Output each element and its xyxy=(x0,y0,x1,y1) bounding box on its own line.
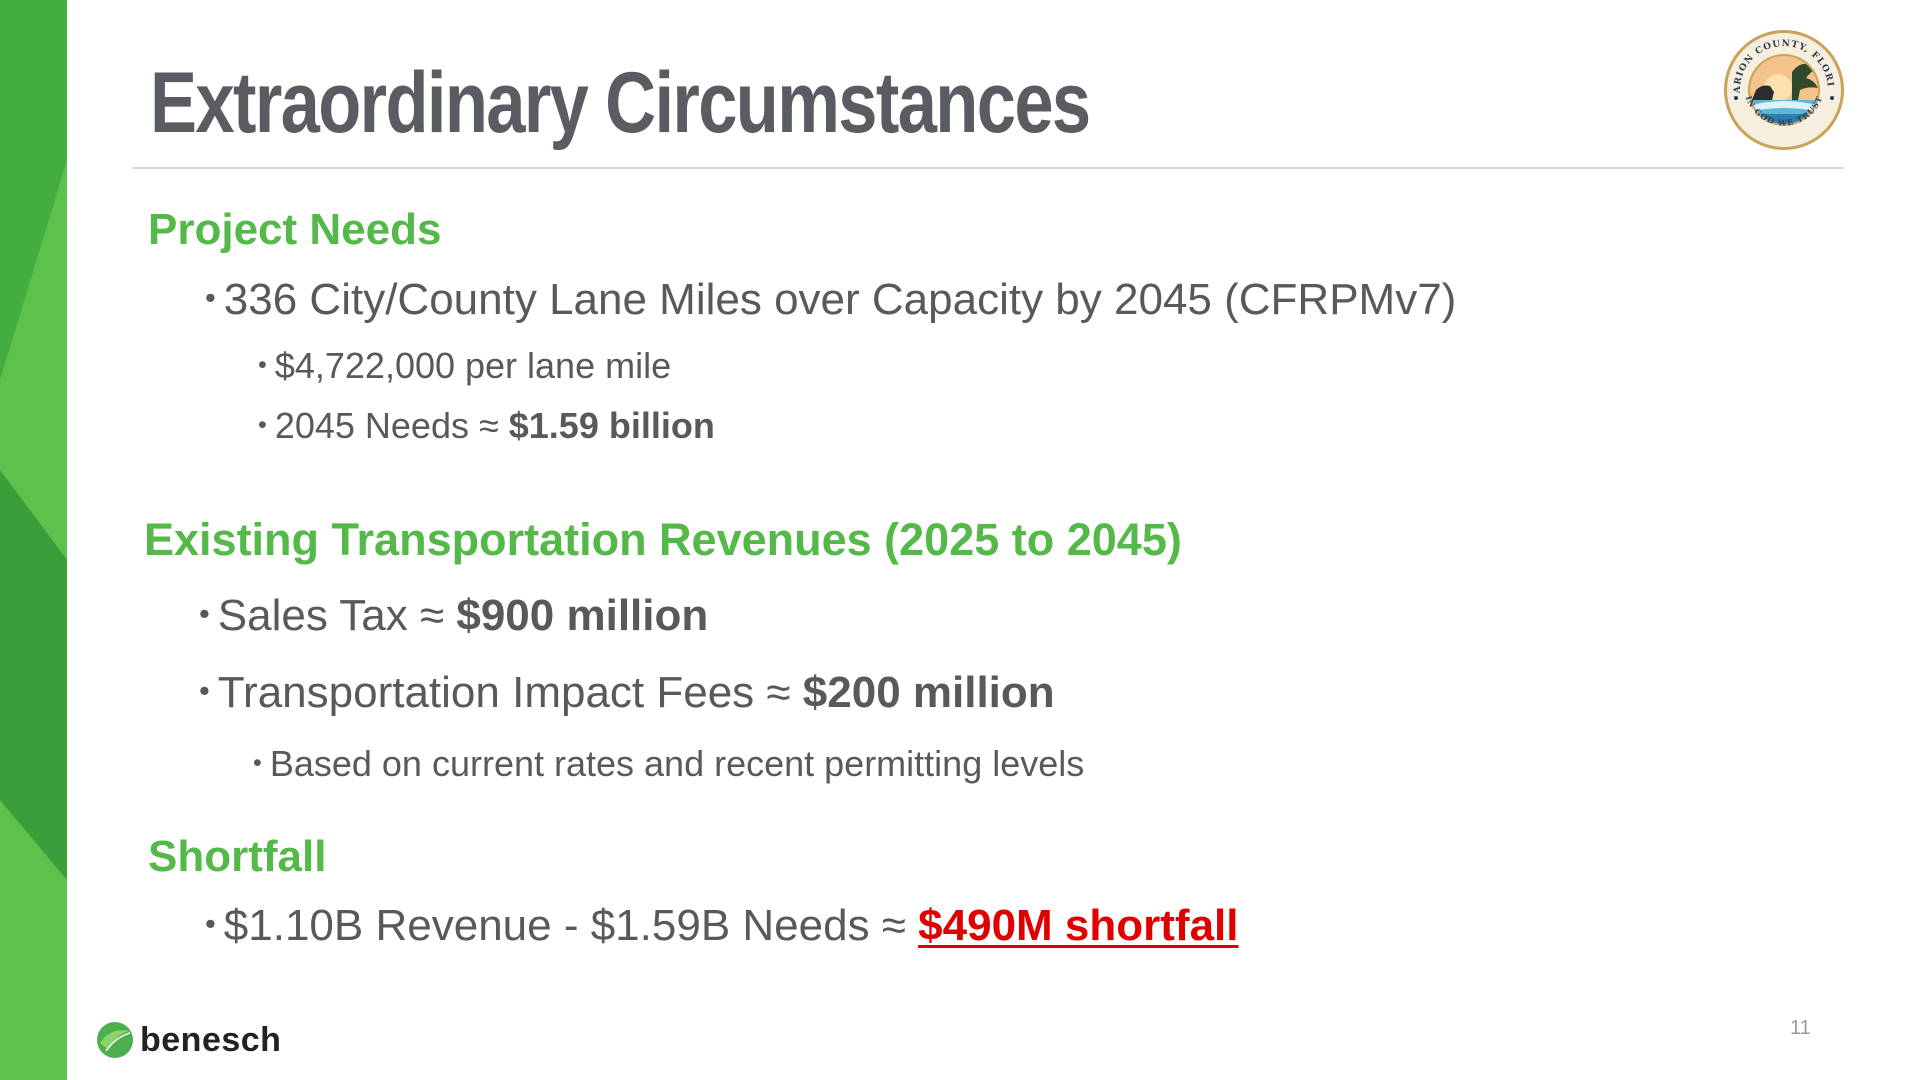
section-heading-project-needs: Project Needs xyxy=(148,205,442,254)
page-number: 11 xyxy=(1790,1017,1811,1039)
benesch-logo-text: benesch xyxy=(140,1020,282,1059)
bullet-dot: • xyxy=(199,673,210,709)
shortfall-amount: $490M shortfall xyxy=(918,901,1239,950)
bullet-dot: • xyxy=(205,280,216,316)
bullet-sales-tax: • Sales Tax ≈ $900 million xyxy=(199,591,709,640)
bullet-2045-needs: • 2045 Needs ≈ $1.59 billion xyxy=(258,405,715,446)
bullet-dot: • xyxy=(199,596,210,632)
bullet-lane-miles: • 336 City/County Lane Miles over Capacit… xyxy=(205,275,1457,324)
slide-title: Extraordinary Circumstances xyxy=(150,55,1091,151)
sales-tax-amount: $900 million xyxy=(456,591,709,640)
benesch-leaf-icon xyxy=(97,1022,133,1058)
bullet-dot: • xyxy=(258,351,267,380)
section-heading-shortfall: Shortfall xyxy=(148,832,327,881)
bullet-cost-per-lane-mile: • $4,722,000 per lane mile xyxy=(258,345,672,386)
bullet-shortfall-calc: • $1.10B Revenue - $1.59B Needs ≈ $490M s… xyxy=(205,901,1239,950)
needs-total: $1.59 billion xyxy=(508,405,715,446)
bullet-dot: • xyxy=(258,411,267,440)
section-heading-existing-revenues: Existing Transportation Revenues (2025 t… xyxy=(144,514,1182,565)
title-divider xyxy=(132,167,1844,169)
bullet-impact-fees: • Transportation Impact Fees ≈ $200 milli… xyxy=(199,668,1055,717)
bullet-dot: • xyxy=(253,749,262,778)
marion-county-seal-icon: MARION COUNTY, FLORIDA IN GOD WE TRUST xyxy=(1722,28,1844,150)
impact-fees-amount: $200 million xyxy=(802,668,1055,717)
bullet-dot: • xyxy=(205,906,216,942)
bullet-basis-note: • Based on current rates and recent permi… xyxy=(253,743,1085,784)
benesch-logo: benesch xyxy=(96,1020,281,1060)
left-green-band xyxy=(0,0,67,1080)
